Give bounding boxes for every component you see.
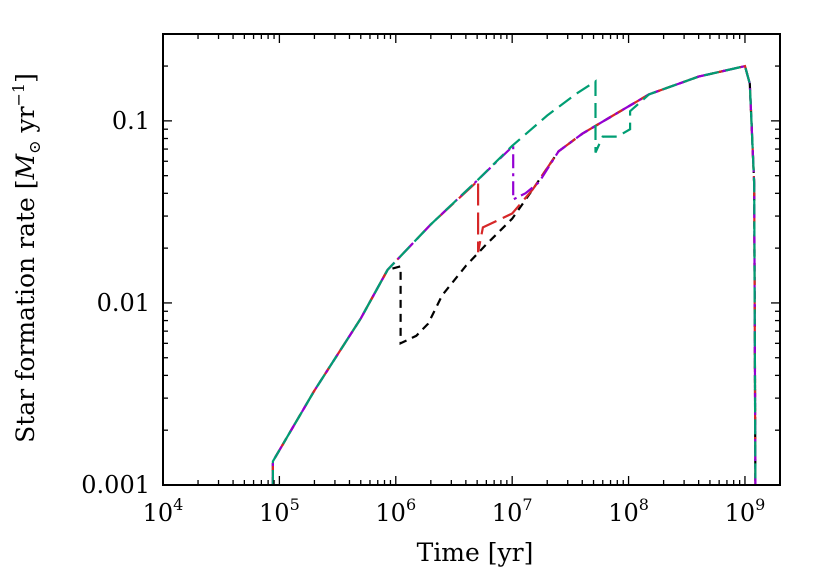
x-tick-label: 107 bbox=[492, 495, 533, 527]
y-axis-label-text: Star formation rate [ bbox=[11, 180, 40, 443]
y-axis-label-subscript: ⊙ bbox=[25, 140, 44, 153]
y-axis-label-superscript: −1 bbox=[9, 83, 28, 107]
y-axis-label-unit: yr bbox=[11, 106, 40, 140]
series-line-2 bbox=[271, 64, 757, 485]
tick-label-layer: 104 105 106 107 108 109 0.001 0.01 0.1 bbox=[81, 107, 765, 527]
y-axis-label-symbol: M bbox=[11, 153, 40, 181]
series-line-1 bbox=[271, 64, 757, 485]
x-tick-label: 104 bbox=[143, 495, 184, 527]
y-tick-label: 0.01 bbox=[97, 289, 150, 317]
x-tick-label: 109 bbox=[725, 495, 766, 527]
y-axis-label: Star formation rate [M⊙ yr−1] bbox=[9, 73, 44, 443]
x-tick-label: 106 bbox=[375, 495, 416, 527]
plot-frame bbox=[162, 33, 781, 486]
tick-layer bbox=[162, 34, 781, 486]
y-tick-label: 0.001 bbox=[81, 471, 150, 499]
y-tick-label: 0.1 bbox=[112, 107, 150, 135]
x-axis-label: Time [yr] bbox=[417, 538, 534, 567]
x-tick-label: 108 bbox=[608, 495, 649, 527]
series-line-3 bbox=[271, 64, 757, 485]
x-tick-label: 105 bbox=[259, 495, 300, 527]
series-line-4 bbox=[271, 64, 757, 485]
series-layer bbox=[271, 64, 757, 485]
y-axis-label-close: ] bbox=[11, 73, 40, 83]
